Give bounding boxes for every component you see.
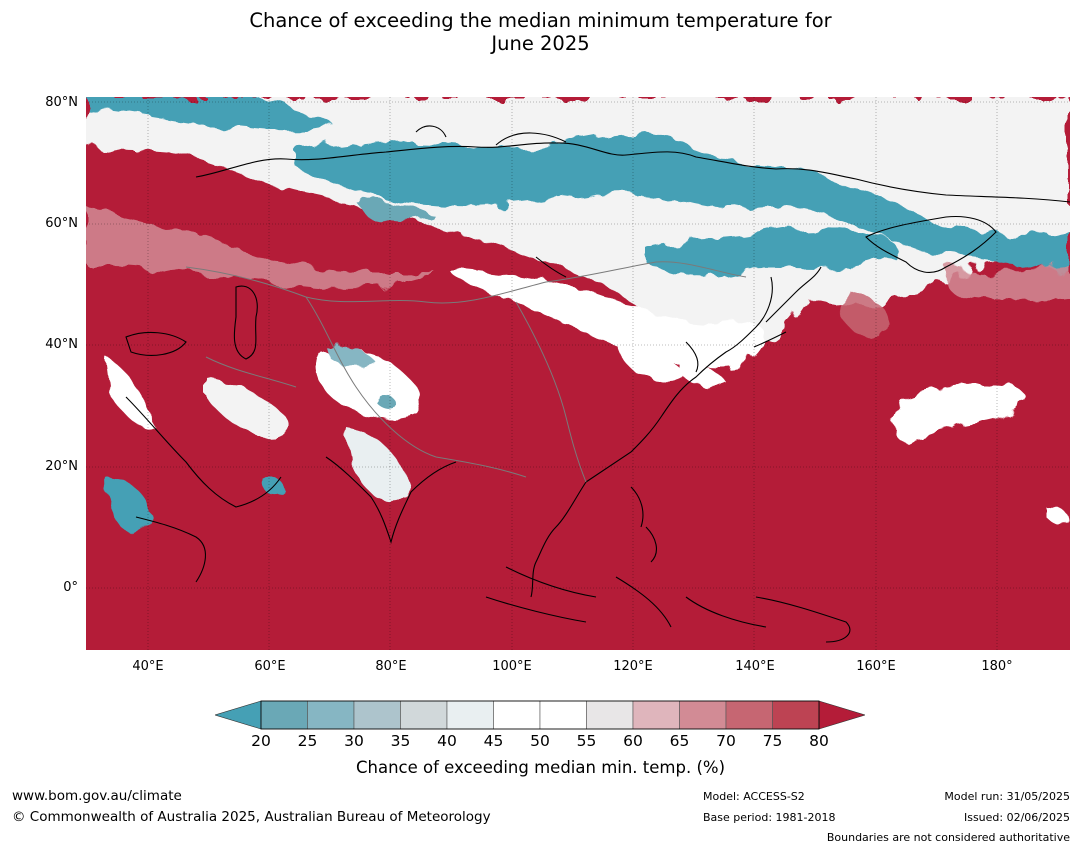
lon-label-100e: 100°E [492, 659, 532, 674]
colorbar-segment-35-40 [400, 700, 448, 730]
colorbar-segment-50-55 [539, 700, 587, 730]
colorbar-tick-75: 75 [762, 732, 783, 750]
colorbar-tick-50: 50 [530, 732, 550, 750]
colorbar-high-extension [818, 700, 867, 730]
pacific-neutral-patches [676, 357, 1070, 524]
lat-label-80n: 80°N [45, 95, 78, 110]
colorbar-tick-30: 30 [344, 732, 364, 750]
colorbar-tick-55: 55 [576, 732, 597, 750]
bom-website-link[interactable]: www.bom.gov.au/climate [12, 788, 182, 804]
colorbar-tick-20: 20 [251, 732, 271, 750]
lon-label-140e: 140°E [735, 659, 775, 674]
lon-label-180: 180° [981, 659, 1013, 674]
colorbar-segment-65-70 [679, 700, 727, 730]
map-title-line-2: June 2025 [491, 32, 590, 55]
lon-label-80e: 80°E [375, 659, 407, 674]
lon-label-160e: 160°E [856, 659, 896, 674]
colorbar-segment-20-25 [260, 700, 308, 730]
colorbar-tick-65: 65 [669, 732, 690, 750]
colorbar-segment-75-80 [772, 700, 820, 730]
lat-label-equator: 0° [63, 580, 78, 595]
graticule [86, 97, 1070, 650]
model-name: Model: ACCESS-S2 [703, 790, 805, 803]
probability-map [86, 97, 1070, 650]
copyright-notice: © Commonwealth of Australia 2025, Austra… [12, 809, 491, 825]
moderate-above-median-zone [86, 207, 1070, 336]
colorbar-segment-30-35 [353, 700, 401, 730]
colorbar-segment-40-45 [446, 700, 494, 730]
lat-label-40n: 40°N [45, 337, 78, 352]
lon-label-120e: 120°E [613, 659, 653, 674]
colorbar-tick-70: 70 [716, 732, 736, 750]
colorbar-label: Chance of exceeding median min. temp. (%… [355, 758, 726, 777]
siberia-below-median-zone [86, 97, 1070, 275]
colorbar-low-extension [213, 700, 262, 730]
lat-label-20n: 20°N [45, 459, 78, 474]
colorbar-tick-35: 35 [390, 732, 411, 750]
boundaries-disclaimer: Boundaries are not considered authoritat… [826, 831, 1070, 844]
lat-label-60n: 60°N [45, 216, 78, 231]
lon-label-40e: 40°E [132, 659, 164, 674]
colorbar-segment-70-75 [725, 700, 773, 730]
colorbar-segment-45-50 [493, 700, 541, 730]
lon-label-60e: 60°E [254, 659, 286, 674]
map-title: Chance of exceeding the median minimum t… [0, 9, 1081, 55]
colorbar-tick-45: 45 [483, 732, 504, 750]
colorbar-segment-25-30 [307, 700, 355, 730]
map-title-line-1: Chance of exceeding the median minimum t… [249, 9, 832, 32]
colorbar-tick-25: 25 [297, 732, 318, 750]
colorbar-segment-55-60 [586, 700, 634, 730]
colorbar-tick-40: 40 [437, 732, 457, 750]
country-boundaries [185, 261, 747, 483]
colorbar [213, 700, 867, 730]
colorbar-tick-60: 60 [623, 732, 643, 750]
coastlines [125, 125, 1070, 643]
issued-date: Issued: 02/06/2025 [963, 811, 1070, 824]
model-run-date: Model run: 31/05/2025 [944, 790, 1070, 803]
colorbar-segment-60-65 [632, 700, 680, 730]
colorbar-tick-80: 80 [809, 732, 829, 750]
base-period: Base period: 1981-2018 [703, 811, 836, 824]
